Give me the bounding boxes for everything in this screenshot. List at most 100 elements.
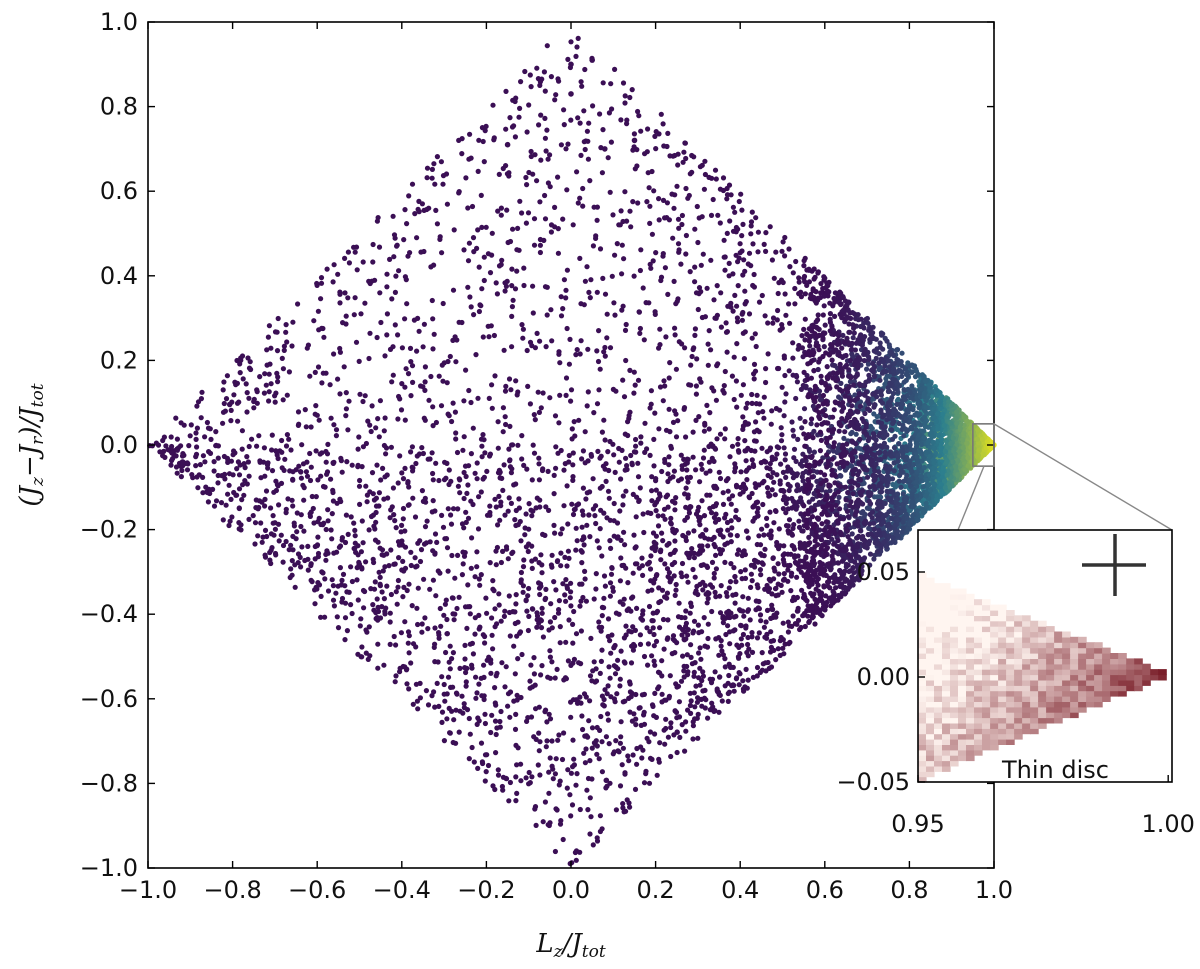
scatter-point — [673, 681, 679, 687]
scatter-point — [269, 468, 276, 474]
scatter-point — [514, 247, 520, 253]
scatter-point — [605, 488, 612, 494]
scatter-point — [614, 241, 620, 247]
scatter-point — [476, 576, 482, 582]
scatter-point — [223, 502, 229, 508]
scatter-point — [584, 264, 590, 270]
scatter-point — [694, 583, 700, 590]
scatter-point — [537, 199, 543, 205]
scatter-point — [468, 304, 474, 310]
scatter-point — [720, 490, 726, 496]
scatter-point — [544, 738, 550, 744]
scatter-point — [752, 331, 758, 337]
scatter-point — [597, 828, 604, 835]
scatter-point — [474, 245, 480, 251]
scatter-point — [570, 222, 576, 228]
scatter-point — [608, 650, 614, 656]
scatter-point — [684, 475, 691, 481]
scatter-point — [399, 381, 405, 387]
scatter-point — [768, 629, 774, 635]
scatter-point — [744, 649, 750, 656]
scatter-point — [701, 615, 707, 621]
scatter-point — [574, 771, 580, 777]
scatter-point — [685, 479, 691, 485]
scatter-point — [161, 434, 167, 440]
scatter-point — [295, 409, 302, 415]
scatter-point — [467, 731, 473, 737]
scatter-point — [433, 460, 439, 466]
scatter-point — [714, 283, 720, 289]
scatter-point — [786, 517, 793, 523]
scatter-point — [620, 502, 626, 508]
scatter-point — [756, 533, 762, 539]
scatter-point — [625, 419, 631, 425]
scatter-point — [727, 579, 734, 585]
scatter-point — [272, 399, 278, 405]
scatter-point — [668, 753, 674, 760]
scatter-point — [726, 585, 732, 591]
scatter-point — [616, 459, 622, 465]
scatter-point — [604, 311, 610, 317]
scatter-point — [333, 590, 339, 596]
scatter-point — [422, 364, 428, 370]
scatter-point — [395, 539, 402, 545]
scatter-point — [790, 270, 796, 276]
scatter-point — [377, 398, 383, 404]
scatter-point — [384, 284, 390, 290]
scatter-point — [607, 593, 614, 599]
scatter-point — [515, 745, 521, 751]
scatter-point — [782, 641, 788, 647]
scatter-point — [373, 519, 379, 525]
scatter-point — [526, 781, 532, 787]
scatter-point — [521, 282, 527, 289]
scatter-point — [619, 307, 625, 313]
scatter-point — [387, 256, 393, 262]
scatter-point — [498, 212, 504, 218]
scatter-point — [444, 616, 450, 623]
scatter-point — [475, 526, 482, 532]
scatter-point — [194, 403, 200, 409]
scatter-point — [307, 450, 313, 457]
scatter-point — [659, 530, 665, 536]
scatter-point — [493, 280, 499, 286]
scatter-point — [616, 611, 622, 617]
scatter-point — [377, 545, 383, 551]
scatter-point — [406, 502, 412, 508]
scatter-point — [701, 447, 707, 453]
scatter-point — [519, 651, 525, 658]
scatter-point — [274, 482, 280, 488]
scatter-point — [396, 555, 402, 561]
scatter-point — [537, 772, 543, 778]
scatter-point — [757, 612, 764, 618]
scatter-point — [664, 200, 671, 206]
scatter-point — [693, 417, 699, 423]
scatter-point — [552, 848, 559, 855]
scatter-point — [251, 396, 257, 402]
scatter-point — [661, 727, 667, 733]
scatter-point — [697, 522, 703, 528]
scatter-point — [570, 477, 576, 483]
scatter-point — [570, 737, 576, 743]
scatter-point — [265, 334, 271, 340]
scatter-point — [331, 603, 337, 609]
scatter-point — [439, 674, 445, 680]
scatter-point — [483, 224, 489, 230]
scatter-point — [736, 547, 742, 553]
scatter-point — [734, 404, 740, 410]
scatter-point — [333, 433, 339, 439]
scatter-point — [390, 344, 396, 350]
scatter-point — [666, 375, 672, 381]
scatter-point — [691, 690, 697, 696]
scatter-point — [558, 294, 564, 300]
scatter-point — [383, 451, 389, 457]
scatter-point — [274, 329, 280, 335]
scatter-point — [187, 433, 193, 439]
scatter-point — [552, 97, 558, 103]
scatter-point — [622, 327, 629, 333]
scatter-point — [690, 454, 696, 460]
scatter-point — [418, 547, 425, 553]
scatter-point — [599, 647, 605, 653]
scatter-point — [409, 363, 416, 369]
scatter-point — [748, 231, 754, 237]
scatter-point — [410, 495, 416, 501]
